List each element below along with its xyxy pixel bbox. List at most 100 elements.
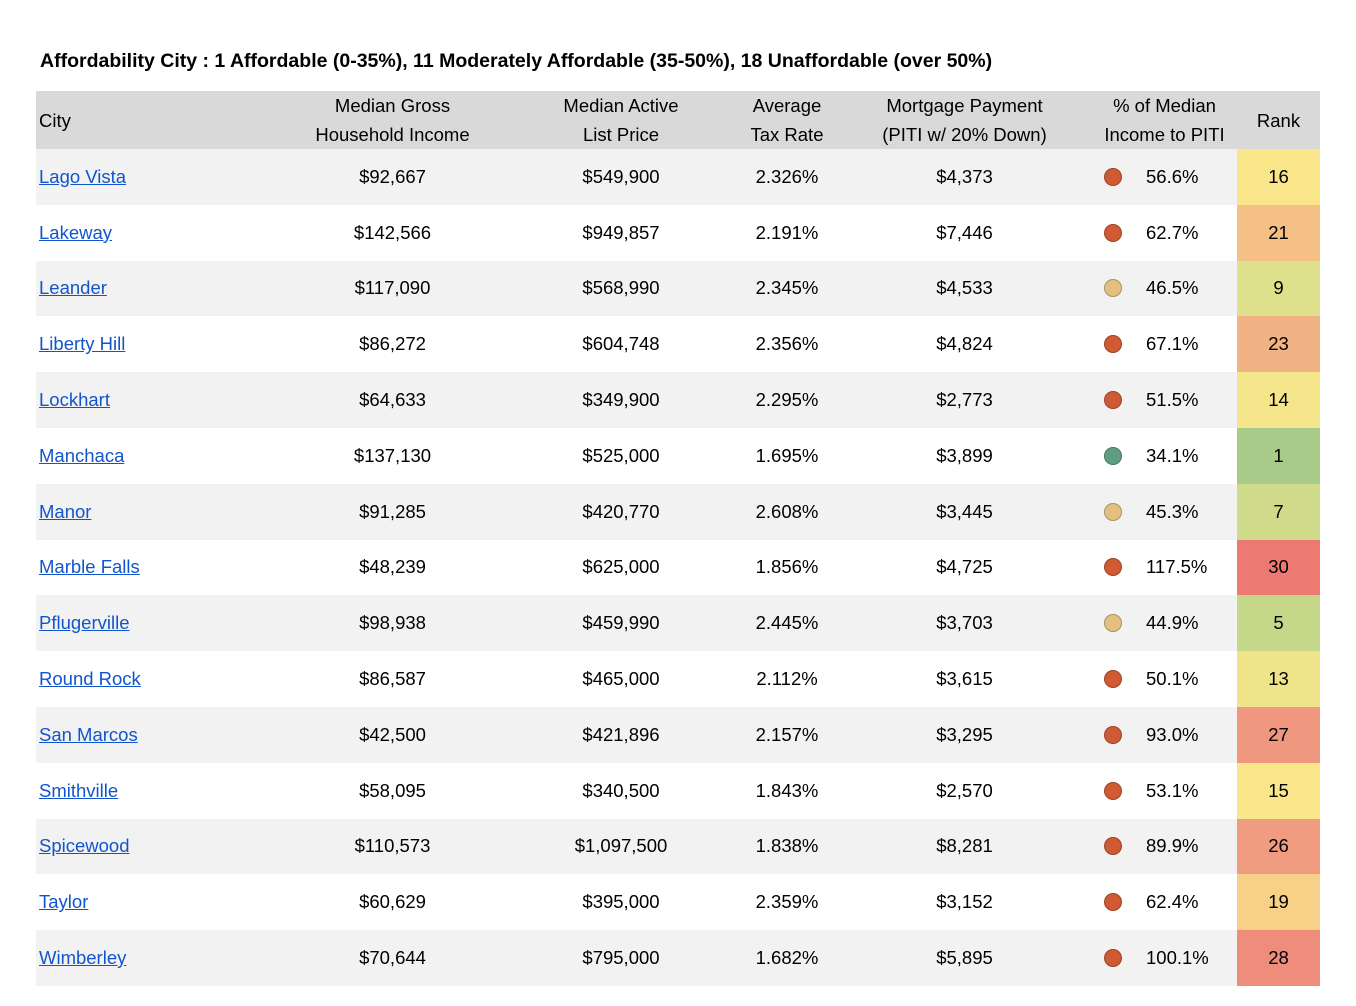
city-link[interactable]: Pflugerville <box>39 612 130 634</box>
page-title: Affordability City : 1 Affordable (0-35%… <box>40 50 993 72</box>
city-cell: Leander <box>36 260 280 317</box>
income-pct-cell: 44.9% <box>1092 595 1237 652</box>
table-row: Pflugerville $98,938 $459,990 2.445% $3,703 4… <box>36 595 1320 652</box>
city-link[interactable]: San Marcos <box>39 723 138 745</box>
tax-rate-cell: 2.359% <box>737 874 837 931</box>
income-pct-value: 62.7% <box>1146 221 1199 243</box>
city-link[interactable]: Marble Falls <box>39 556 140 578</box>
mortgage-cell: $4,824 <box>837 316 1092 373</box>
income-cell: $142,566 <box>280 204 505 261</box>
list-price-cell: $949,857 <box>505 204 737 261</box>
status-dot-icon <box>1104 893 1122 912</box>
rank-cell: 21 <box>1237 204 1320 261</box>
mortgage-cell: $8,281 <box>837 818 1092 875</box>
income-pct-value: 50.1% <box>1146 668 1199 690</box>
income-cell: $86,587 <box>280 651 505 707</box>
city-link[interactable]: Lakeway <box>39 221 113 243</box>
table-row: Manchaca $137,130 $525,000 1.695% $3,899 34.1… <box>36 427 1320 484</box>
status-dot-icon <box>1104 335 1122 354</box>
affordability-table: City Median Gross Household Income Median… <box>36 91 1320 986</box>
mortgage-cell: $3,899 <box>837 427 1092 484</box>
city-cell: Round Rock <box>36 651 280 707</box>
status-dot-icon <box>1104 446 1122 465</box>
income-pct-cell: 51.5% <box>1092 372 1237 428</box>
tax-rate-cell: 1.856% <box>737 539 837 596</box>
city-link[interactable]: Leander <box>39 277 107 299</box>
mortgage-cell: $4,725 <box>837 539 1092 596</box>
rank-cell: 13 <box>1237 651 1320 707</box>
city-link[interactable]: Lockhart <box>39 389 110 411</box>
income-pct-cell: 45.3% <box>1092 483 1237 540</box>
income-pct-value: 89.9% <box>1146 835 1199 857</box>
city-link[interactable]: Liberty Hill <box>39 333 126 355</box>
city-link[interactable]: Round Rock <box>39 668 141 690</box>
income-pct-cell: 56.6% <box>1092 149 1237 205</box>
city-cell: Pflugerville <box>36 595 280 652</box>
mortgage-cell: $3,703 <box>837 595 1092 652</box>
status-dot-icon <box>1104 781 1122 800</box>
income-pct-cell: 100.1% <box>1092 930 1237 986</box>
list-price-cell: $349,900 <box>505 372 737 428</box>
rank-cell: 23 <box>1237 316 1320 373</box>
city-link[interactable]: Taylor <box>39 891 89 913</box>
city-cell: Lago Vista <box>36 149 280 205</box>
city-cell: Spicewood <box>36 818 280 875</box>
table-row: Lago Vista $92,667 $549,900 2.326% $4,373 56.… <box>36 149 1320 205</box>
mortgage-cell: $5,895 <box>837 930 1092 986</box>
list-price-cell: $421,896 <box>505 706 737 763</box>
city-link[interactable]: Spicewood <box>39 835 130 857</box>
mortgage-cell: $2,773 <box>837 372 1092 428</box>
status-dot-icon <box>1104 502 1122 521</box>
status-dot-icon <box>1104 167 1122 186</box>
table-row: Manor $91,285 $420,770 2.608% $3,445 45.3% 7 <box>36 483 1320 540</box>
column-header-tax-rate: Average Tax Rate <box>737 91 837 149</box>
city-cell: Wimberley <box>36 930 280 986</box>
city-cell: Liberty Hill <box>36 316 280 373</box>
city-link[interactable]: Manor <box>39 500 92 522</box>
tax-rate-cell: 1.682% <box>737 930 837 986</box>
city-cell: Marble Falls <box>36 539 280 596</box>
column-header-income-pct: % of Median Income to PITI <box>1092 91 1237 149</box>
table-row: Leander $117,090 $568,990 2.345% $4,533 46.5%… <box>36 260 1320 317</box>
income-cell: $91,285 <box>280 483 505 540</box>
income-pct-cell: 89.9% <box>1092 818 1237 875</box>
list-price-cell: $625,000 <box>505 539 737 596</box>
table-row: Lockhart $64,633 $349,900 2.295% $2,773 51.5%… <box>36 372 1320 428</box>
status-dot-icon <box>1104 614 1122 633</box>
list-price-cell: $420,770 <box>505 483 737 540</box>
tax-rate-cell: 2.295% <box>737 372 837 428</box>
income-cell: $117,090 <box>280 260 505 317</box>
rank-cell: 15 <box>1237 762 1320 819</box>
status-dot-icon <box>1104 670 1122 689</box>
tax-rate-cell: 2.608% <box>737 483 837 540</box>
income-pct-cell: 53.1% <box>1092 762 1237 819</box>
rank-cell: 14 <box>1237 372 1320 428</box>
table-row: Lakeway $142,566 $949,857 2.191% $7,446 62.7%… <box>36 204 1320 261</box>
rank-cell: 9 <box>1237 260 1320 317</box>
income-pct-value: 100.1% <box>1146 947 1209 969</box>
city-cell: Smithville <box>36 762 280 819</box>
city-cell: Manor <box>36 483 280 540</box>
tax-rate-cell: 1.838% <box>737 818 837 875</box>
table-row: Spicewood $110,573 $1,097,500 1.838% $8,281 8… <box>36 818 1320 875</box>
mortgage-cell: $3,615 <box>837 651 1092 707</box>
income-cell: $137,130 <box>280 427 505 484</box>
income-pct-value: 44.9% <box>1146 612 1199 634</box>
tax-rate-cell: 2.345% <box>737 260 837 317</box>
tax-rate-cell: 2.112% <box>737 651 837 707</box>
city-link[interactable]: Smithville <box>39 779 119 801</box>
income-cell: $48,239 <box>280 539 505 596</box>
table-body: Lago Vista $92,667 $549,900 2.326% $4,373 56.… <box>36 149 1320 986</box>
mortgage-cell: $7,446 <box>837 204 1092 261</box>
tax-rate-cell: 2.356% <box>737 316 837 373</box>
list-price-cell: $1,097,500 <box>505 818 737 875</box>
city-link[interactable]: Manchaca <box>39 444 125 466</box>
income-pct-cell: 46.5% <box>1092 260 1237 317</box>
income-cell: $60,629 <box>280 874 505 931</box>
income-cell: $86,272 <box>280 316 505 373</box>
list-price-cell: $340,500 <box>505 762 737 819</box>
list-price-cell: $604,748 <box>505 316 737 373</box>
income-pct-value: 45.3% <box>1146 500 1199 522</box>
city-link[interactable]: Wimberley <box>39 947 127 969</box>
city-link[interactable]: Lago Vista <box>39 165 127 187</box>
